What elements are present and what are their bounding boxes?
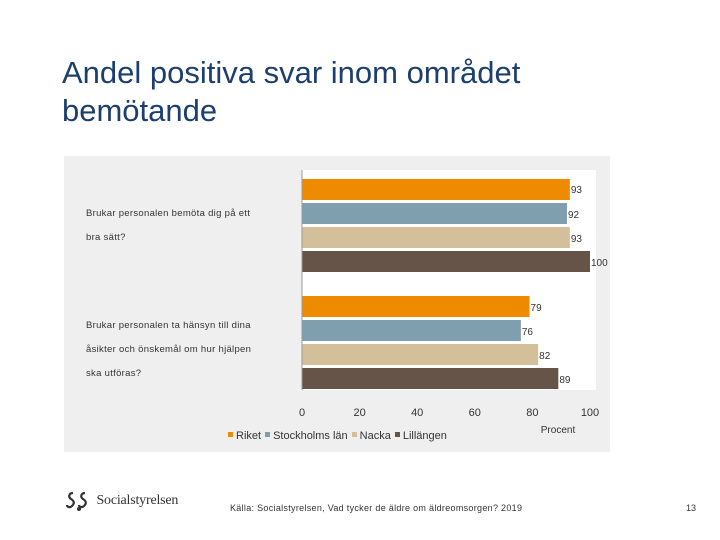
legend-label: Riket [236, 430, 262, 442]
x-tick-label: 20 [353, 407, 365, 419]
legend-swatch [265, 432, 271, 437]
x-tick-label: 80 [526, 407, 538, 419]
bar-value-label: 92 [568, 210, 580, 221]
legend-item: Riket [228, 430, 261, 442]
legend-swatch [351, 432, 357, 437]
question-label-2-line-1: Brukar personalen ta hänsyn till dina [86, 320, 251, 331]
bar-2-lill-ngen [302, 368, 559, 389]
bar-1-lill-ngen [302, 251, 590, 272]
bar-value-label: 76 [522, 327, 534, 338]
chart-legend: Riket Stockholms län Nacka Lillängen [228, 430, 451, 442]
bar-value-label: 93 [571, 185, 583, 196]
bar-value-label: 82 [539, 351, 551, 362]
question-label-1: Brukar personalen bemöta dig på ett bra … [86, 196, 286, 244]
legend-swatch [228, 432, 233, 437]
bar-2-nacka [302, 344, 539, 365]
logo-icon [65, 491, 87, 511]
legend-item: Stockholms län [265, 430, 348, 442]
question-label-1-line-1: Brukar personalen bemöta dig på ett [86, 208, 251, 219]
question-label-2: Brukar personalen ta hänsyn till dina ås… [86, 308, 286, 380]
legend-item: Nacka [351, 430, 391, 442]
socialstyrelsen-logo: Socialstyrelsen [65, 490, 179, 514]
bar-value-label: 100 [591, 258, 608, 269]
bar-value-label: 79 [531, 303, 543, 314]
bar-value-label: 89 [559, 375, 571, 386]
source-note: Källa: Socialstyrelsen, Vad tycker de äl… [230, 503, 523, 513]
page-title: Andel positiva svar inom området bemötan… [62, 55, 521, 128]
x-tick-label: 100 [581, 407, 599, 419]
x-tick-label: 60 [469, 407, 481, 419]
legend-label: Stockholms län [273, 430, 348, 442]
x-axis-title: Procent [541, 425, 576, 436]
page-number: 13 [686, 503, 697, 513]
legend-item: Lillängen [394, 430, 447, 442]
bar-1-riket [302, 179, 570, 200]
question-label-1-line-2: bra sätt? [86, 232, 126, 243]
bar-1-stockholms-l-n [302, 203, 567, 224]
bar-1-nacka [302, 227, 570, 248]
legend-label: Lillängen [402, 430, 447, 442]
question-label-2-line-2: åsikter och önskemål om hur hjälpen [86, 344, 252, 355]
x-tick-label: 40 [411, 407, 423, 419]
legend-swatch [394, 432, 400, 437]
question-label-2-line-3: ska utföras? [86, 368, 142, 379]
bar-value-label: 93 [571, 234, 583, 245]
logo-text: Socialstyrelsen [96, 493, 179, 508]
legend-label: Nacka [359, 430, 391, 442]
bar-2-riket [302, 296, 530, 317]
x-tick-label: 0 [299, 407, 305, 419]
bar-2-stockholms-l-n [302, 320, 521, 341]
